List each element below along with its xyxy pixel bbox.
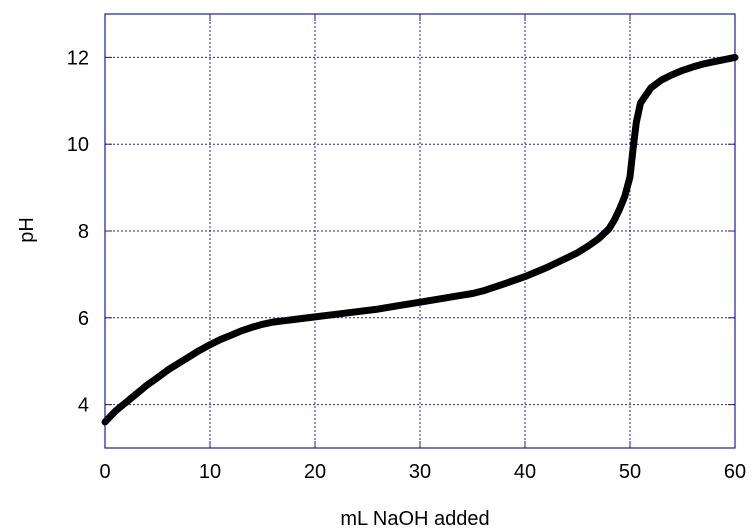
x-tick-labels: 0 10 20 30 40 50 60	[99, 461, 746, 483]
y-axis-label: pH	[16, 217, 38, 243]
x-tick-label: 50	[619, 461, 641, 483]
y-tick-label: 6	[78, 308, 89, 330]
x-tick-label: 0	[99, 461, 110, 483]
grid	[105, 14, 735, 448]
x-axis-label: mL NaOH added	[340, 508, 489, 530]
x-tick-label: 30	[409, 461, 431, 483]
y-tick-label: 4	[78, 395, 89, 417]
plot-frame	[104, 13, 736, 449]
y-tick-label: 8	[78, 221, 89, 243]
x-tick-label: 40	[514, 461, 536, 483]
x-tick-label: 60	[724, 461, 746, 483]
x-tick-label: 10	[199, 461, 221, 483]
y-tick-labels: 4 6 8 10 12	[67, 47, 89, 416]
y-tick-label: 12	[67, 47, 89, 69]
y-tick-label: 10	[67, 134, 89, 156]
titration-curve	[101, 53, 739, 426]
x-tick-label: 20	[304, 461, 326, 483]
data-layer	[101, 53, 739, 426]
